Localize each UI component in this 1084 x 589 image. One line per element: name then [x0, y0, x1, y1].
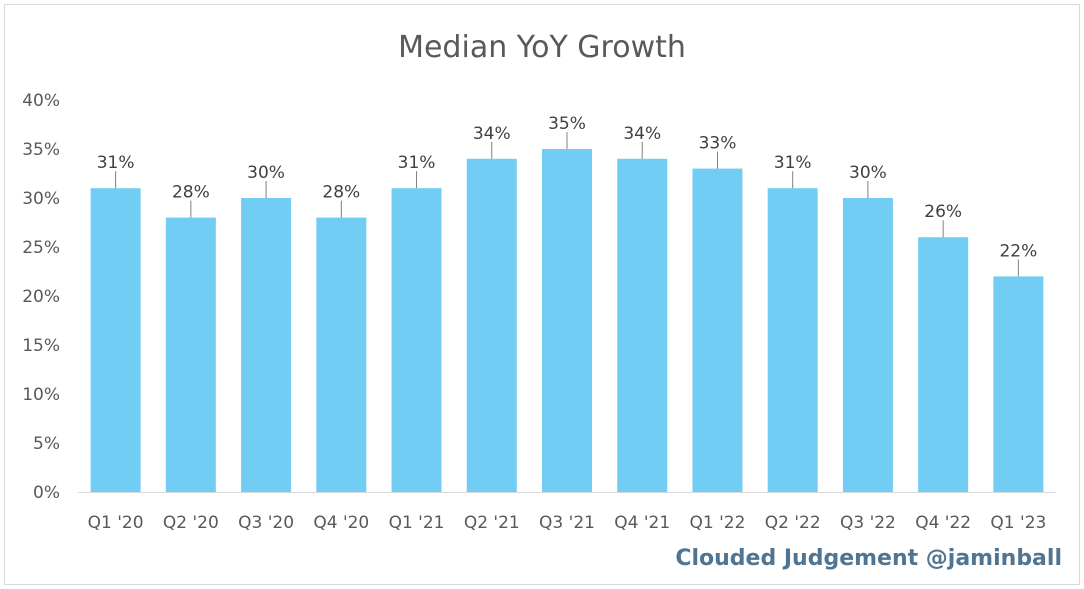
y-tick-label: 30%: [22, 189, 60, 209]
x-tick-label: Q3 '21: [539, 513, 595, 533]
bar: [692, 168, 743, 492]
bar: [542, 149, 592, 492]
data-label: 31%: [774, 153, 812, 173]
x-axis: Q1 '20 Q2 '20 Q3 '20 Q4 '20 Q1 '21 Q2 '21 Q3 '…: [78, 492, 1056, 533]
bar: [241, 198, 292, 492]
bars: 31% 28% 30% 28% 31% 34% 35% 34% 33% 31% 30% 26% 22%: [90, 114, 1044, 493]
data-label: 28%: [172, 183, 210, 203]
bar: [391, 188, 442, 492]
x-tick-label: Q2 '20: [163, 513, 219, 533]
data-label: 34%: [473, 124, 511, 144]
x-tick-label: Q1 '20: [88, 513, 144, 533]
y-tick-label: 0%: [33, 483, 60, 503]
x-tick-label: Q2 '22: [765, 513, 821, 533]
bar: [993, 276, 1044, 492]
x-tick-label: Q2 '21: [464, 513, 520, 533]
y-tick-label: 15%: [22, 336, 60, 356]
bar: [617, 158, 668, 493]
x-tick-label: Q4 '22: [915, 513, 971, 533]
y-tick-label: 20%: [22, 287, 60, 307]
y-tick-label: 5%: [33, 434, 60, 454]
x-tick-label: Q1 '22: [690, 513, 746, 533]
y-tick-label: 10%: [22, 385, 60, 405]
x-tick-label: Q4 '21: [614, 513, 670, 533]
y-tick-label: 25%: [22, 238, 60, 258]
x-tick-label: Q3 '20: [238, 513, 294, 533]
x-tick-label: Q4 '20: [313, 513, 369, 533]
data-label: 30%: [247, 163, 285, 183]
bar: [165, 217, 216, 492]
bar: [90, 188, 141, 492]
data-label: 33%: [699, 134, 737, 154]
watermark: Clouded Judgement @jaminball: [675, 546, 1062, 571]
chart-title: Median YoY Growth: [398, 30, 686, 65]
x-tick-label: Q1 '23: [990, 513, 1046, 533]
data-label: 34%: [623, 124, 661, 144]
bar: [842, 198, 893, 492]
data-label: 22%: [999, 241, 1037, 261]
y-axis: 0% 5% 10% 15% 20% 25% 30% 35% 40%: [22, 91, 60, 503]
y-tick-label: 35%: [22, 140, 60, 160]
data-label: 30%: [849, 163, 887, 183]
bar: [466, 158, 517, 493]
y-tick-label: 40%: [22, 91, 60, 111]
data-label: 31%: [97, 153, 135, 173]
bar: [316, 217, 367, 492]
x-tick-label: Q3 '22: [840, 513, 896, 533]
bar: [918, 237, 969, 492]
data-label: 35%: [548, 114, 586, 134]
bar: [767, 188, 818, 492]
data-label: 26%: [924, 202, 962, 222]
x-tick-label: Q1 '21: [389, 513, 445, 533]
data-label: 31%: [398, 153, 436, 173]
data-label: 28%: [322, 183, 360, 203]
